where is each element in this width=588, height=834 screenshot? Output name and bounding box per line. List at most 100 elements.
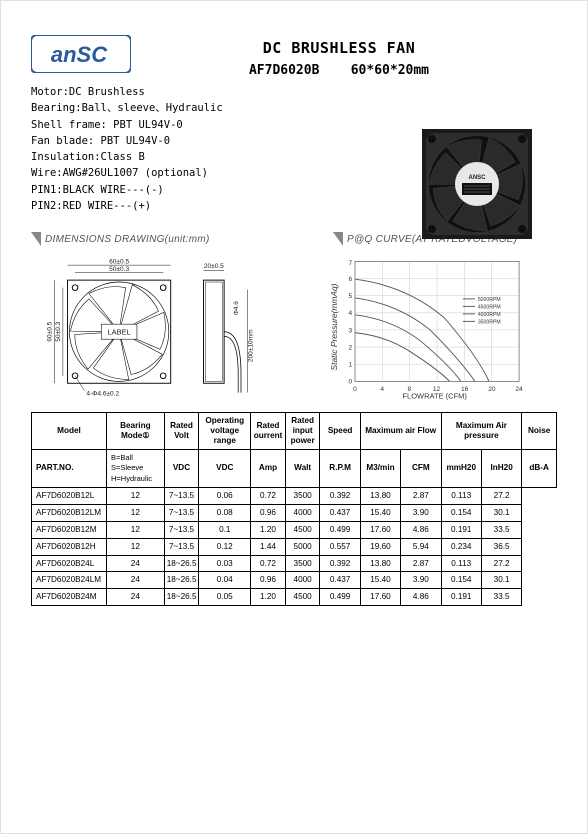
table-cell: 0.499 <box>320 589 360 606</box>
table-row: AF7D6020B12H127~13.50.121.4450000.55719.… <box>32 538 557 555</box>
table-cell: 13.80 <box>360 488 400 505</box>
table-cell: 1.20 <box>251 521 286 538</box>
bearing-note: B=BallS=SleeveH=Hydraulic <box>107 449 165 488</box>
table-header: Rated Volt <box>164 413 199 450</box>
table-cell: AF7D6020B24LM <box>32 572 107 589</box>
spec-table: ModelBearing Mode①Rated VoltOperating vo… <box>31 412 557 606</box>
table-cell: 0.1 <box>199 521 251 538</box>
table-cell: 1.20 <box>251 589 286 606</box>
svg-text:0: 0 <box>353 386 357 393</box>
svg-text:4500RPM: 4500RPM <box>478 304 501 310</box>
svg-text:4000RPM: 4000RPM <box>478 312 501 318</box>
svg-text:24: 24 <box>515 386 523 393</box>
dim-phi: Φ4.6 <box>233 301 240 316</box>
doc-subtitle: AF7D6020B 60*60*20mm <box>121 63 557 78</box>
section-label: DIMENSIONS DRAWING(unit:mm) <box>45 234 210 245</box>
table-header: InH20 <box>481 449 521 488</box>
table-header: Model <box>32 413 107 450</box>
brand-logo: anSC <box>31 35 131 73</box>
table-cell: 0.437 <box>320 505 360 522</box>
table-cell: 0.96 <box>251 505 286 522</box>
table-cell: 1.44 <box>251 538 286 555</box>
table-cell: 4000 <box>285 572 320 589</box>
table-cell: 4.86 <box>401 521 441 538</box>
table-cell: 17.60 <box>360 589 400 606</box>
table-cell: 24 <box>107 555 165 572</box>
table-row: AF7D6020B24M2418~26.50.051.2045000.49917… <box>32 589 557 606</box>
model-size: 60*60*20mm <box>351 63 429 78</box>
table-cell: 0.154 <box>441 572 481 589</box>
model-number: AF7D6020B <box>249 63 319 78</box>
table-cell: AF7D6020B24L <box>32 555 107 572</box>
table-cell: 4500 <box>285 521 320 538</box>
table-header: Rated input power <box>285 413 320 450</box>
table-cell: 0.113 <box>441 555 481 572</box>
section-header-dimensions: DIMENSIONS DRAWING(unit:mm) <box>31 232 301 246</box>
table-cell: 0.113 <box>441 488 481 505</box>
table-header: M3/min <box>360 449 400 488</box>
product-photo: ANSC <box>422 129 532 239</box>
table-cell: 27.2 <box>481 488 521 505</box>
table-cell: AF7D6020B12M <box>32 521 107 538</box>
table-cell: 30.1 <box>481 505 521 522</box>
table-cell: 4.86 <box>401 589 441 606</box>
chart-ylabel: Static Pressure(mmAq) <box>329 283 339 370</box>
table-row: AF7D6020B12LM127~13.50.080.9640000.43715… <box>32 505 557 522</box>
table-cell: 12 <box>107 488 165 505</box>
table-cell: 18~26.5 <box>164 589 199 606</box>
table-cell: 0.437 <box>320 572 360 589</box>
table-header: CFM <box>401 449 441 488</box>
doc-title: DC BRUSHLESS FAN <box>121 39 557 57</box>
table-cell: 7~13.5 <box>164 521 199 538</box>
table-header: Walt <box>285 449 320 488</box>
table-cell: 3500 <box>285 555 320 572</box>
table-cell: 13.80 <box>360 555 400 572</box>
table-cell: 17.60 <box>360 521 400 538</box>
table-cell: AF7D6020B12H <box>32 538 107 555</box>
table-header: Maximum Air pressure <box>441 413 522 450</box>
table-cell: 0.499 <box>320 521 360 538</box>
svg-text:3500RPM: 3500RPM <box>478 319 501 325</box>
table-cell: 19.60 <box>360 538 400 555</box>
spec-line: Motor:DC Brushless <box>31 84 557 100</box>
table-row: AF7D6020B24LM2418~26.50.040.9640000.4371… <box>32 572 557 589</box>
spec-line: Bearing:Ball、sleeve、Hydraulic <box>31 100 557 116</box>
label-text: LABEL <box>107 328 130 337</box>
svg-text:5: 5 <box>349 293 353 300</box>
table-cell: 7~13.5 <box>164 538 199 555</box>
svg-text:20: 20 <box>488 386 496 393</box>
svg-text:7: 7 <box>349 260 353 267</box>
table-cell: 7~13.5 <box>164 505 199 522</box>
svg-text:4: 4 <box>380 386 384 393</box>
header-row: anSC DC BRUSHLESS FAN AF7D6020B 60*60*20… <box>31 39 557 78</box>
table-cell: 7~13.5 <box>164 488 199 505</box>
table-cell: 0.557 <box>320 538 360 555</box>
table-cell: 0.03 <box>199 555 251 572</box>
dim-holes: 4-Φ4.6±0.2 <box>86 391 119 398</box>
table-cell: 0.12 <box>199 538 251 555</box>
table-cell: 18~26.5 <box>164 572 199 589</box>
svg-text:ANSC: ANSC <box>468 175 486 181</box>
table-cell: 2.87 <box>401 555 441 572</box>
table-cell: 0.72 <box>251 488 286 505</box>
table-header: Rated ourrent <box>251 413 286 450</box>
table-header: Maximum air Flow <box>360 413 441 450</box>
table-header: dB-A <box>522 449 557 488</box>
table-cell: AF7D6020B24M <box>32 589 107 606</box>
table-cell: 0.06 <box>199 488 251 505</box>
svg-text:4: 4 <box>349 310 353 317</box>
table-cell: 24 <box>107 589 165 606</box>
dim-h50: 50±0.3 <box>55 321 62 341</box>
table-header: Amp <box>251 449 286 488</box>
table-cell: 0.08 <box>199 505 251 522</box>
svg-text:5000RPM: 5000RPM <box>478 297 501 303</box>
table-header: VDC <box>164 449 199 488</box>
table-cell: AF7D6020B12LM <box>32 505 107 522</box>
table-cell: 12 <box>107 521 165 538</box>
table-cell: 3.90 <box>401 505 441 522</box>
table-cell: 5000 <box>285 538 320 555</box>
table-cell: 0.154 <box>441 505 481 522</box>
table-cell: 0.191 <box>441 521 481 538</box>
table-cell: 5.94 <box>401 538 441 555</box>
table-cell: 0.392 <box>320 555 360 572</box>
